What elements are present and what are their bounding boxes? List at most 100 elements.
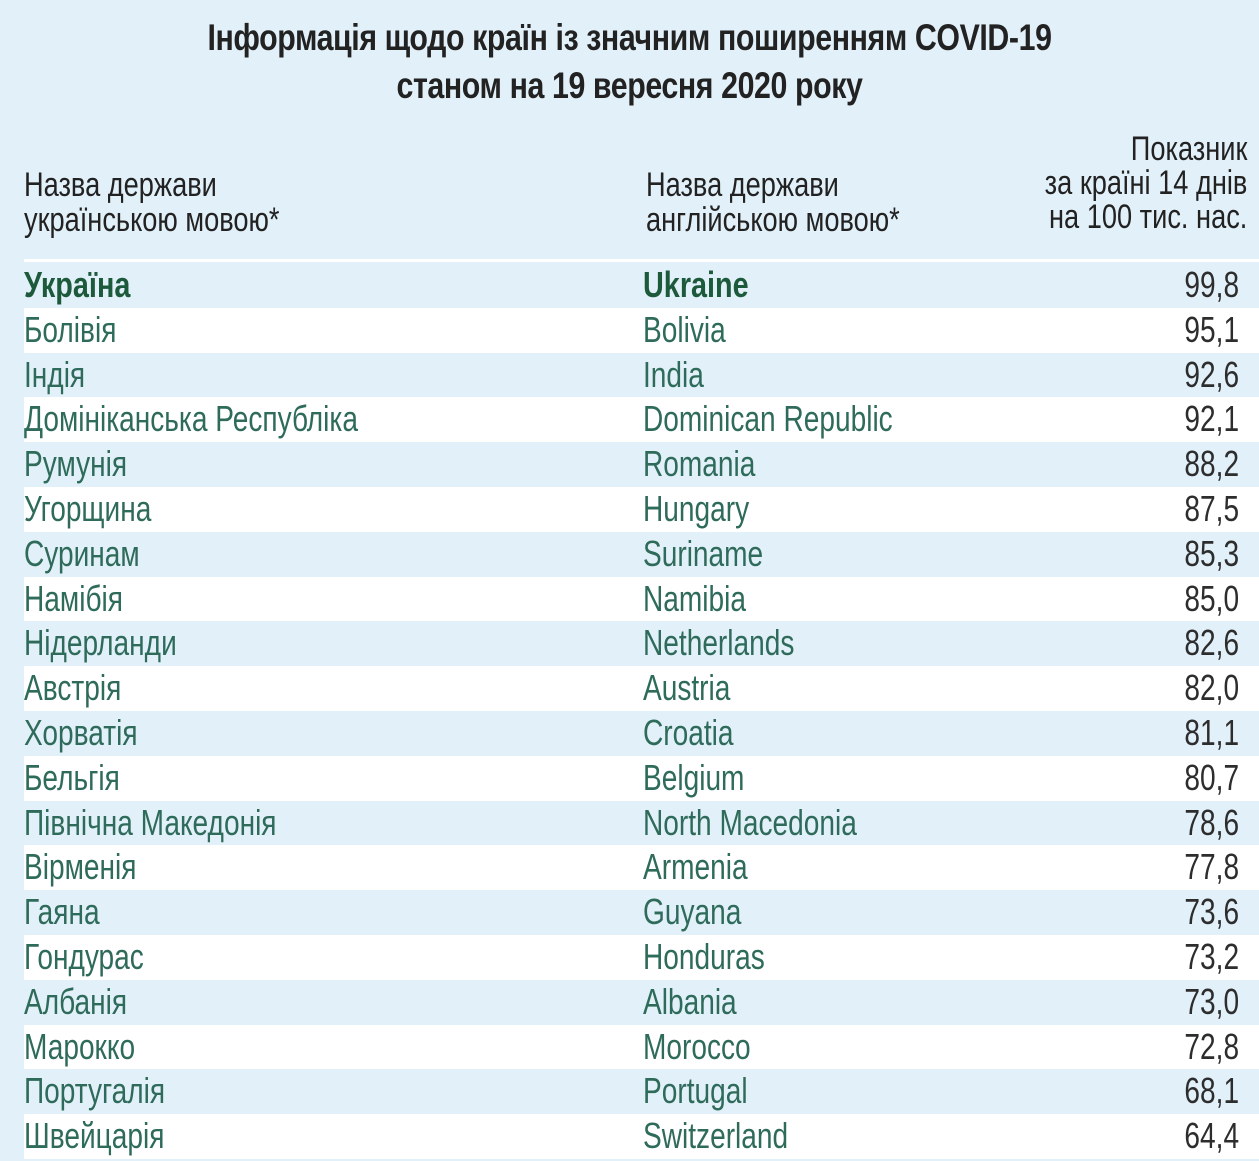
incidence-value: 72,8 [1184,1025,1239,1067]
incidence-value-cell: 85,0 [1169,577,1239,622]
country-name-ukrainian: Австрія [24,667,122,709]
incidence-value-cell: 99,8 [1169,263,1239,308]
table-row: Україна Ukraine 99,8 [0,263,1259,308]
table-row: Угорщина Hungary 87,5 [0,486,1259,532]
incidence-value: 85,3 [1184,532,1239,574]
row-band [24,307,1259,353]
country-name-english-cell: Guyana [643,890,769,935]
country-name-english-cell: Ukraine [643,263,775,308]
country-name-ukrainian-cell: Намібія [24,577,151,622]
incidence-value-cell: 92,1 [1169,397,1239,442]
table-row: Румунія Romania 88,2 [0,442,1259,487]
country-name-english: Netherlands [643,622,795,664]
country-name-english-cell: Belgium [643,756,773,801]
incidence-value: 64,4 [1184,1115,1239,1157]
country-name-english-cell: Croatia [643,711,759,756]
country-name-english: Suriname [643,532,764,574]
table-row: Албанія Albania 73,0 [0,980,1259,1025]
country-name-english: India [643,353,704,395]
column-header-english-line-1: Назва держави [646,166,839,204]
country-name-english-cell: North Macedonia [643,801,917,846]
country-name-english-cell: Romania [643,442,787,487]
column-header-value-line-3: на 100 тис. нас. [1048,198,1247,236]
country-name-english: Honduras [643,935,765,977]
country-name-ukrainian-cell: Болівія [24,308,142,353]
table-row: Болівія Bolivia 95,1 [0,307,1259,353]
incidence-value-cell: 73,0 [1169,980,1239,1025]
incidence-value: 99,8 [1184,264,1239,305]
row-band [24,397,1259,443]
country-name-english: Ukraine [643,264,749,305]
incidence-value: 68,1 [1184,1070,1239,1112]
column-header-value-line-2: за країні 14 днів [1044,164,1247,202]
incidence-value: 77,8 [1184,846,1239,888]
incidence-value: 87,5 [1184,487,1239,529]
incidence-value-cell: 77,8 [1169,845,1239,890]
country-name-ukrainian: Україна [24,264,131,305]
incidence-value-cell: 64,4 [1169,1114,1239,1159]
incidence-value-cell: 88,2 [1169,442,1239,487]
column-header-english-line-2: англійською мовою* [646,201,900,239]
country-name-ukrainian: Індія [24,353,86,395]
country-name-english: Morocco [643,1025,751,1067]
country-name-ukrainian-cell: Індія [24,353,102,398]
table-row: Марокко Morocco 72,8 [0,1024,1259,1070]
country-name-ukrainian-cell: Хорватія [24,711,170,756]
country-name-ukrainian-cell: Австрія [24,666,149,711]
country-name-ukrainian-cell: Бельгія [24,756,147,801]
country-name-ukrainian-cell: Албанія [24,980,156,1025]
country-name-english: Armenia [643,846,748,888]
country-name-ukrainian-cell: Північна Македонія [24,801,348,846]
country-name-ukrainian: Вірменія [24,846,137,888]
row-band [24,934,1259,980]
country-name-english-cell: Armenia [643,845,777,890]
table-row: Намібія Namibia 85,0 [0,576,1259,622]
incidence-value-cell: 95,1 [1169,308,1239,353]
table-row: Вірменія Armenia 77,8 [0,845,1259,891]
country-name-english: Albania [643,980,737,1022]
country-name-ukrainian-cell: Марокко [24,1025,166,1070]
country-name-english: Switzerland [643,1115,789,1157]
country-name-ukrainian: Хорватія [24,711,138,753]
country-name-english: North Macedonia [643,801,857,843]
country-name-ukrainian: Албанія [24,980,128,1022]
title-line-2: станом на 19 вересня 2020 року [396,65,863,106]
country-name-english: Austria [643,667,731,709]
incidence-value: 73,0 [1184,980,1239,1022]
column-header-value: Показник за країні 14 днів на 100 тис. н… [994,132,1247,234]
table-row: Гондурас Honduras 73,2 [0,934,1259,980]
country-name-english: Romania [643,443,756,485]
country-name-english: Dominican Republic [643,398,893,440]
country-name-english: Bolivia [643,308,726,350]
country-name-english: Belgium [643,756,745,798]
incidence-value: 85,0 [1184,577,1239,619]
country-name-ukrainian: Бельгія [24,756,120,798]
country-name-ukrainian-cell: Угорщина [24,487,187,532]
incidence-value: 73,6 [1184,891,1239,933]
country-name-ukrainian-cell: Португалія [24,1069,205,1114]
country-name-ukrainian-cell: Вірменія [24,845,168,890]
country-name-english: Croatia [643,711,734,753]
country-name-ukrainian: Північна Македонія [24,801,277,843]
country-name-english-cell: Dominican Republic [643,397,963,442]
country-name-english-cell: Bolivia [643,308,749,353]
column-header-english: Назва держави англійською мовою* [646,168,963,238]
country-name-ukrainian: Швейцарія [24,1115,165,1157]
country-name-english: Guyana [643,891,742,933]
table-row: Нідерланди Netherlands 82,6 [0,621,1259,666]
country-name-ukrainian: Гаяна [24,891,100,933]
page-title: Інформація щодо країн із значним поширен… [0,14,1259,110]
table-row: Хорватія Croatia 81,1 [0,711,1259,756]
row-band [24,576,1259,622]
country-name-ukrainian-cell: Нідерланди [24,621,220,666]
country-name-english-cell: Portugal [643,1069,777,1114]
table-row: Суринам Suriname 85,3 [0,532,1259,577]
country-name-english-cell: Austria [643,666,755,711]
incidence-value-cell: 85,3 [1169,532,1239,577]
incidence-value-cell: 68,1 [1169,1069,1239,1114]
incidence-value-cell: 82,6 [1169,621,1239,666]
incidence-value: 82,6 [1184,622,1239,664]
country-name-english-cell: Netherlands [643,621,837,666]
incidence-value-cell: 80,7 [1169,756,1239,801]
country-name-english-cell: Albania [643,980,763,1025]
